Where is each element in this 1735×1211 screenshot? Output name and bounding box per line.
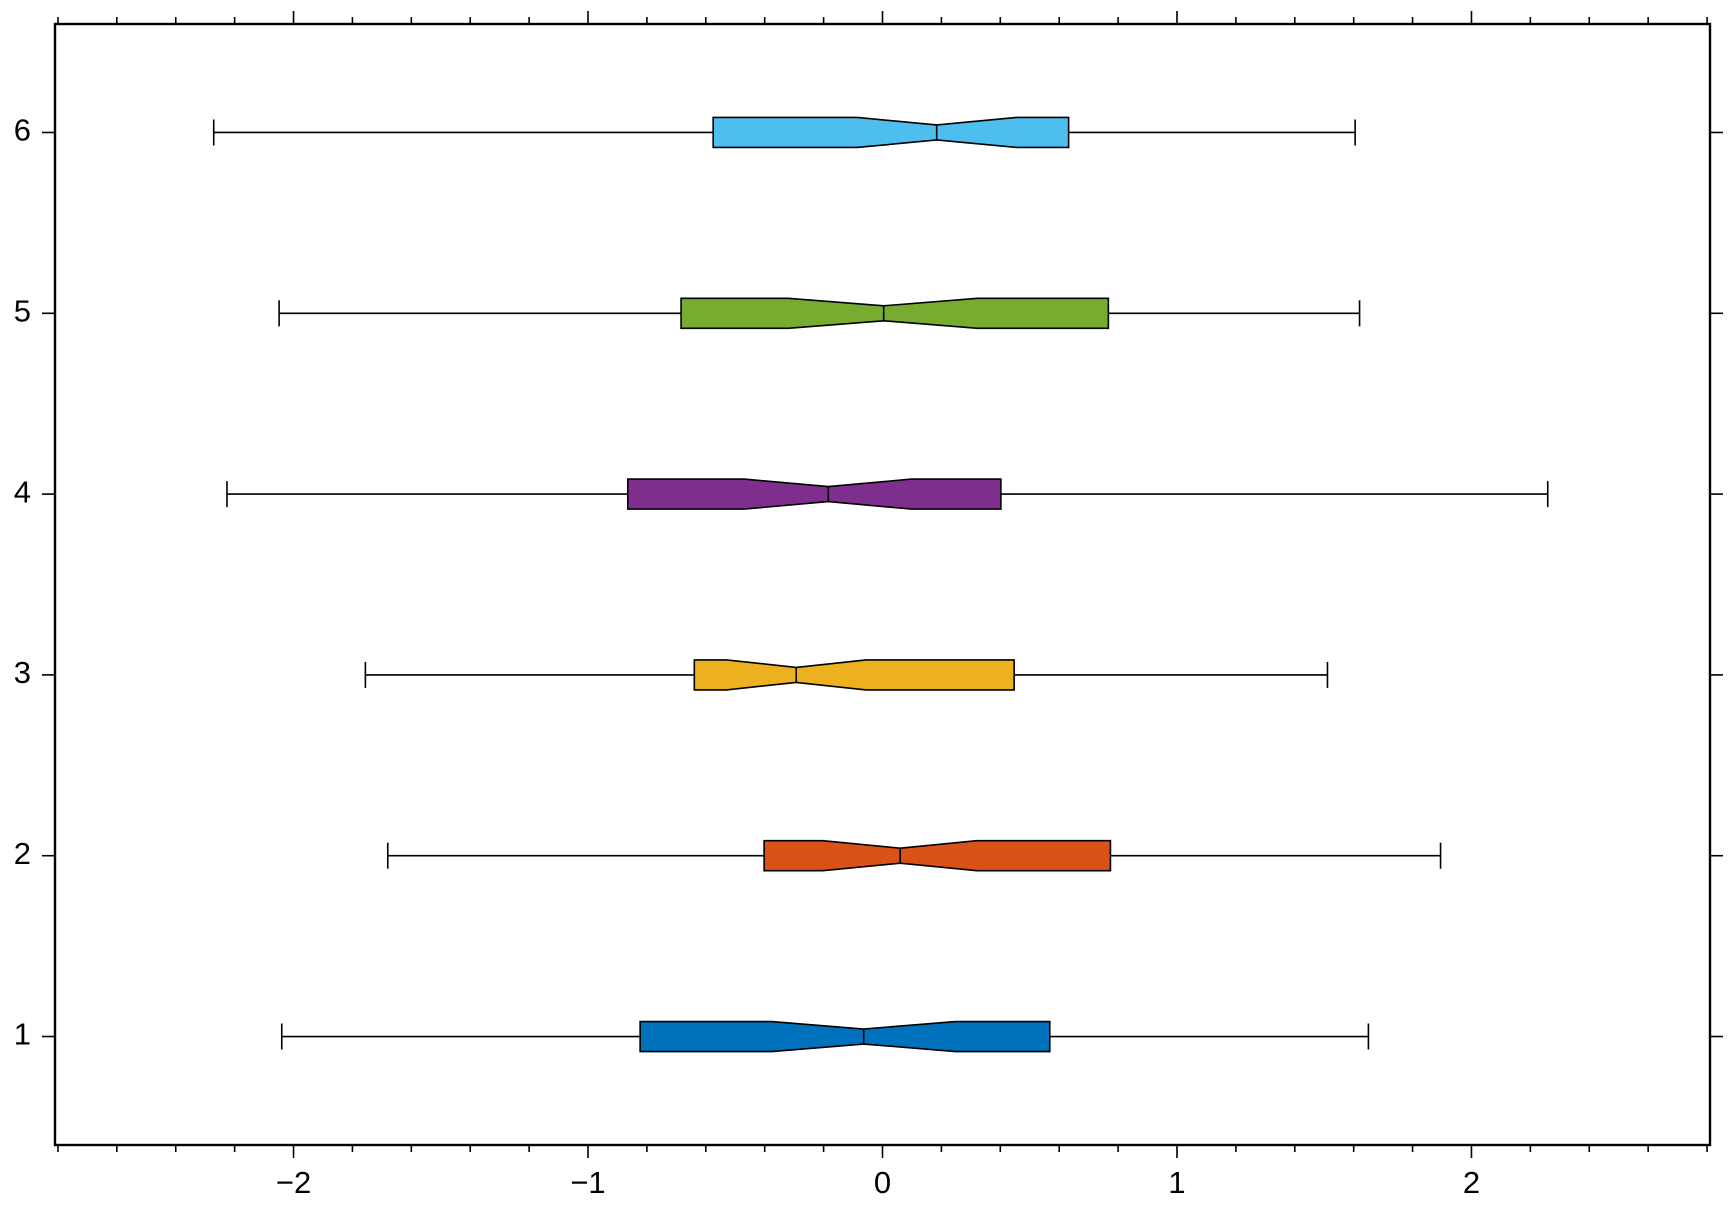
box	[639, 1020, 1051, 1053]
x-tick-label: 0	[874, 1165, 891, 1200]
y-tick-label: 1	[14, 1017, 31, 1052]
x-tick-label: 1	[1168, 1165, 1185, 1200]
box	[693, 659, 1015, 691]
y-tick-label: 6	[14, 113, 31, 148]
box	[763, 839, 1112, 872]
y-tick-label: 2	[14, 836, 31, 871]
x-tick-label: 2	[1463, 1165, 1480, 1200]
y-tick-label: 5	[14, 293, 31, 328]
box	[626, 478, 1002, 510]
y-tick-label: 3	[14, 655, 31, 690]
box	[712, 116, 1070, 149]
plot-frame	[53, 22, 1712, 1147]
box	[680, 297, 1110, 330]
y-tick-label: 4	[14, 474, 31, 509]
x-tick-label: −2	[276, 1165, 311, 1200]
x-tick-label: −1	[570, 1165, 605, 1200]
